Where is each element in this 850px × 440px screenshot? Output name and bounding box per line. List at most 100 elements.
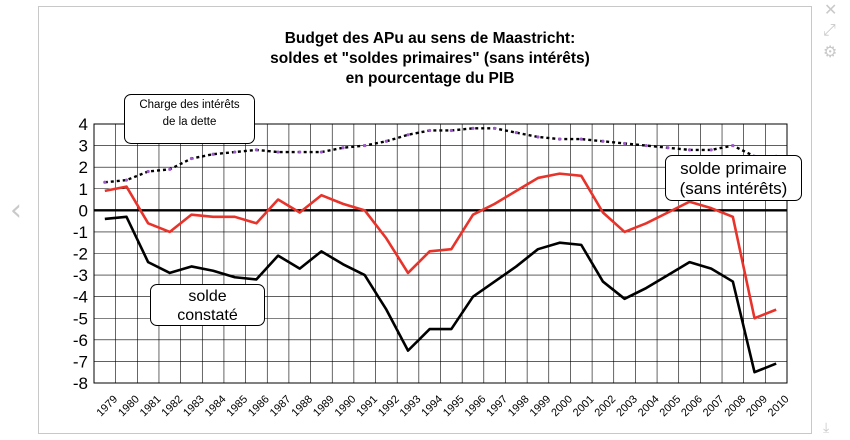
data-point-interest [254, 148, 259, 152]
data-point-interest [449, 128, 453, 133]
x-tick-label: 1993 [398, 393, 424, 419]
chart-title-line-3: en pourcentage du PIB [346, 70, 515, 87]
data-point-interest [579, 137, 583, 141]
x-tick-label: 1996 [463, 393, 489, 419]
series-2 [104, 215, 777, 374]
x-tick-label: 2000 [549, 393, 575, 419]
x-tick-label: 1989 [311, 393, 337, 419]
y-tick-label: 1 [79, 180, 88, 199]
x-tick-label: 2006 [679, 393, 705, 419]
x-tick-label: 1985 [224, 393, 250, 419]
data-point-interest [731, 143, 735, 148]
y-tick-label: -1 [73, 223, 88, 242]
y-tick-label: 2 [79, 158, 88, 177]
x-tick-label: 1980 [116, 393, 142, 419]
chart-title-line-2: soldes et "soldes primaires" (sans intér… [270, 50, 590, 67]
y-tick-label: -2 [73, 245, 88, 264]
data-point-interest [428, 128, 432, 133]
x-tick-label: 2003 [614, 393, 640, 419]
callout-constate-line-1: solde [188, 288, 227, 305]
x-tick-label: 1990 [333, 393, 359, 419]
x-tick-label: 1998 [506, 393, 532, 419]
x-tick-label: 1986 [246, 393, 272, 419]
data-point-interest [406, 133, 410, 137]
x-tick-label: 1982 [159, 393, 185, 419]
y-tick-label: 3 [79, 137, 88, 156]
download-icon[interactable]: ⤓ [823, 420, 830, 436]
x-tick-label: 1979 [94, 393, 120, 419]
data-point-interest [558, 137, 562, 141]
x-tick-label: 1997 [484, 393, 510, 419]
callout-primary-balance: solde primaire (sans intérêts) [665, 155, 802, 201]
x-tick-label: 1995 [441, 393, 467, 419]
data-point-interest [276, 150, 280, 154]
x-tick-label: 1999 [528, 393, 554, 419]
y-tick-label: -3 [73, 266, 88, 285]
data-point-interest [644, 143, 648, 148]
data-point-interest [601, 139, 605, 143]
data-point-interest [341, 146, 345, 150]
x-tick-label: 1988 [289, 393, 315, 419]
data-point-interest [319, 150, 323, 154]
close-icon[interactable]: ✕ [824, 0, 838, 19]
x-tick-label: 1991 [354, 393, 380, 419]
callout-interest-line-2: de la dette [162, 116, 217, 128]
data-point-interest [493, 126, 497, 130]
x-tick-label: 2010 [766, 393, 792, 419]
callout-primary-line-2: (sans intérêts) [679, 179, 788, 198]
x-tick-label: 2004 [636, 393, 662, 419]
chart-title-line-1: Budget des APu au sens de Maastricht: [285, 30, 576, 47]
chart-title: Budget des APu au sens de Maastricht: so… [270, 30, 590, 87]
callout-interest-charge: Charge des intérêts de la dette [124, 94, 255, 144]
y-tick-label: -4 [73, 288, 88, 307]
data-point-interest [363, 143, 367, 148]
callout-actual-balance: solde constaté [150, 284, 265, 326]
x-tick-label: 2009 [744, 393, 770, 419]
chart-frame: 4 3 2 1 0 -1 -2 -3 -4 -5 -6 -7 -8 1979 1980 1981 1982 198… [38, 6, 812, 434]
series-1 [104, 172, 777, 320]
data-point-interest [233, 150, 237, 154]
expand-icon[interactable]: ⤢ [823, 20, 836, 39]
data-point-interest [709, 148, 713, 152]
data-point-interest [666, 146, 670, 150]
data-point-interest [146, 169, 150, 174]
data-point-interest [536, 135, 540, 139]
data-point-interest [168, 167, 172, 171]
data-point-interest [687, 148, 692, 152]
data-point-interest [384, 139, 388, 143]
callout-primary-line-1: solde primaire [680, 159, 787, 178]
callout-interest-line-1: Charge des intérêts [139, 99, 240, 111]
y-tick-label: 4 [79, 115, 88, 134]
data-point-interest [124, 178, 129, 182]
x-tick-label: 1983 [181, 393, 207, 419]
series-line-actual [104, 215, 777, 374]
x-tick-label: 2005 [658, 393, 684, 419]
x-tick-label: 1992 [376, 393, 402, 419]
data-point-interest [514, 131, 518, 135]
x-tick-label: 1981 [138, 393, 164, 419]
x-tick-label: 1994 [419, 393, 445, 419]
gear-icon[interactable]: ⚙ [823, 42, 838, 61]
x-tick-label: 1987 [268, 393, 294, 419]
x-tick-label: 2002 [593, 393, 619, 419]
y-tick-label: -7 [73, 352, 88, 371]
chevron-left-icon[interactable]: ‹ [10, 193, 22, 228]
series-line-interest [104, 127, 777, 184]
y-tick-label: -6 [73, 331, 88, 350]
x-tick-label: 2001 [571, 393, 597, 419]
y-tick-label: -5 [73, 309, 88, 328]
y-tick-label: -8 [73, 374, 88, 393]
data-point-interest [211, 152, 215, 156]
x-tick-label: 2007 [701, 393, 727, 419]
x-tick-label: 1984 [203, 393, 229, 419]
series-line-primary [104, 172, 777, 320]
line-chart: 43210-1-2-3-4-5-6-7-81979198019811982198… [73, 30, 792, 419]
y-tick-label: 0 [79, 201, 88, 220]
callout-constate-line-2: constaté [177, 307, 238, 324]
data-point-interest [103, 180, 107, 184]
data-point-interest [622, 141, 627, 146]
series-group [103, 126, 778, 374]
data-point-interest [298, 150, 302, 154]
x-tick-label: 2008 [722, 393, 748, 419]
data-point-interest [471, 126, 475, 130]
